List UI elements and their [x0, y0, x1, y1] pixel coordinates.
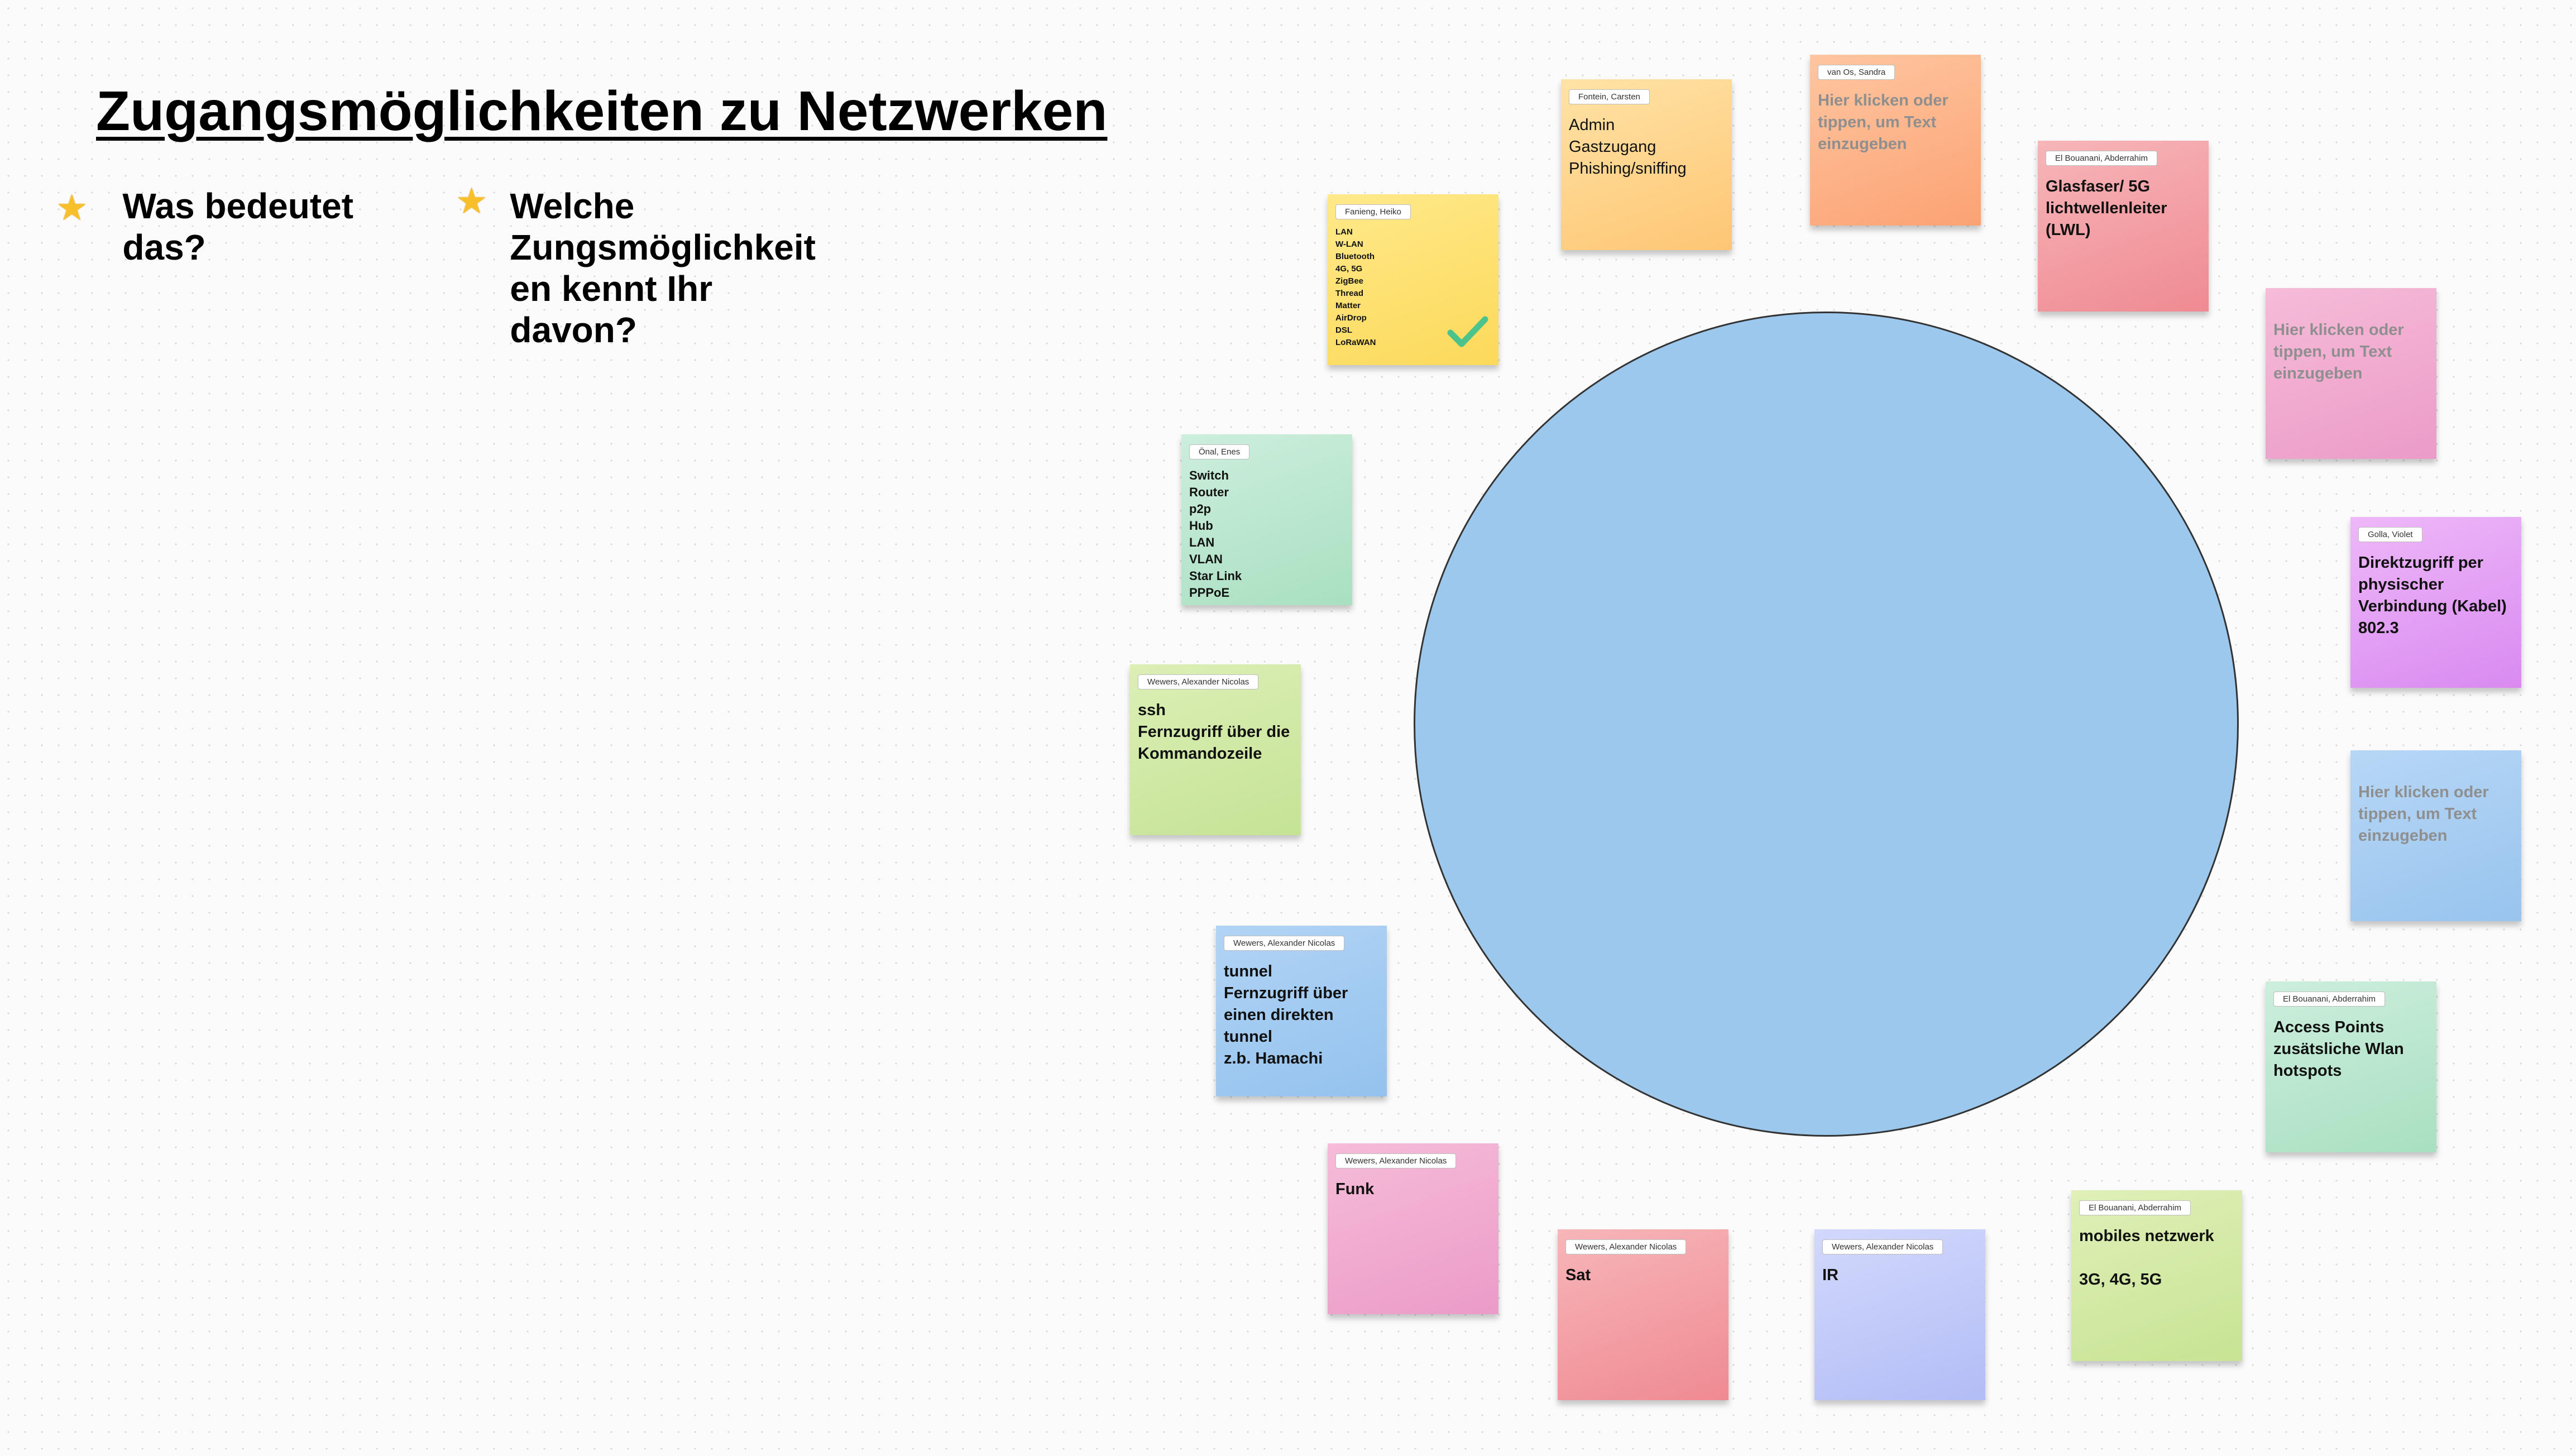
sticky-note-tunnel[interactable]: Wewers, Alexander Nicolas tunnel Fernzug…: [1216, 926, 1387, 1096]
note-author-tag: Fontein, Carsten: [1569, 89, 1650, 104]
note-text: IR: [1822, 1266, 1838, 1284]
sticky-note-empty-blue[interactable]: Hier klicken oder tippen, um Text einzug…: [2350, 750, 2521, 921]
sticky-note-fontein[interactable]: Fontein, Carsten Admin Gastzugang Phishi…: [1561, 79, 1732, 250]
star-icon: ★: [456, 181, 488, 221]
note-author-tag: Wewers, Alexander Nicolas: [1224, 936, 1345, 951]
note-text: Sat: [1565, 1266, 1591, 1284]
note-placeholder: Hier klicken oder tippen, um Text einzug…: [2358, 783, 2489, 845]
note-placeholder: Hier klicken oder tippen, um Text einzug…: [1818, 92, 1948, 153]
sticky-note-oenal[interactable]: Önal, Enes Switch Router p2p Hub LAN VLA…: [1181, 434, 1352, 605]
sticky-note-vanos[interactable]: van Os, Sandra Hier klicken oder tippen,…: [1810, 55, 1981, 226]
note-author-tag: El Bouanani, Abderrahim: [2046, 151, 2157, 166]
question-2[interactable]: ★ Welche Zungsmöglichkeit en kennt Ihr d…: [456, 181, 816, 351]
sticky-note-fanieng[interactable]: Fanieng, Heiko LAN W-LAN Bluetooth 4G, 5…: [1328, 194, 1498, 365]
checkmark-icon: [1447, 316, 1488, 347]
note-author-tag: Wewers, Alexander Nicolas: [1822, 1239, 1943, 1254]
note-author-tag: Wewers, Alexander Nicolas: [1335, 1153, 1457, 1168]
note-author-tag: El Bouanani, Abderrahim: [2273, 992, 2385, 1007]
question-1[interactable]: ★ Was bedeutet das?: [56, 185, 353, 268]
board-title: Zugangsmöglichkeiten zu Netzwerken: [96, 80, 1108, 142]
note-text: Admin Gastzugang Phishing/sniffing: [1569, 116, 1687, 178]
note-text: Direktzugriff per physischer Verbindung …: [2358, 554, 2507, 637]
note-text: Glasfaser/ 5G lichtwellenleiter (LWL): [2046, 178, 2167, 239]
note-text: LAN W-LAN Bluetooth 4G, 5G ZigBee Thread…: [1335, 227, 1376, 347]
sticky-note-golla[interactable]: Golla, Violet Direktzugriff per physisch…: [2350, 517, 2521, 688]
note-author-tag: Wewers, Alexander Nicolas: [1565, 1239, 1687, 1254]
sticky-note-lwl[interactable]: El Bouanani, Abderrahim Glasfaser/ 5G li…: [2038, 141, 2209, 312]
sticky-note-mobiles-netzwerk[interactable]: El Bouanani, Abderrahim mobiles netzwerk…: [2071, 1190, 2242, 1361]
note-author-tag: Önal, Enes: [1189, 444, 1250, 459]
note-author-tag: El Bouanani, Abderrahim: [2079, 1200, 2191, 1215]
sticky-note-sat[interactable]: Wewers, Alexander Nicolas Sat: [1558, 1229, 1728, 1400]
note-text: Funk: [1335, 1180, 1375, 1198]
center-circle[interactable]: [1414, 312, 2239, 1137]
sticky-note-funk[interactable]: Wewers, Alexander Nicolas Funk: [1328, 1143, 1498, 1314]
question-1-text: Was bedeutet das?: [122, 186, 354, 267]
star-icon: ★: [56, 188, 88, 228]
sticky-note-ir[interactable]: Wewers, Alexander Nicolas IR: [1814, 1229, 1985, 1400]
note-author-tag: van Os, Sandra: [1818, 65, 1895, 80]
question-2-text: Welche Zungsmöglichkeit en kennt Ihr dav…: [510, 186, 816, 350]
note-text: mobiles netzwerk 3G, 4G, 5G: [2079, 1227, 2214, 1289]
sticky-note-empty-pink[interactable]: Hier klicken oder tippen, um Text einzug…: [2266, 288, 2436, 459]
sticky-note-ssh[interactable]: Wewers, Alexander Nicolas ssh Fernzugrif…: [1130, 664, 1301, 835]
note-author-tag: Wewers, Alexander Nicolas: [1138, 674, 1259, 689]
sticky-note-access-points[interactable]: El Bouanani, Abderrahim Access Points zu…: [2266, 981, 2436, 1152]
note-placeholder: Hier klicken oder tippen, um Text einzug…: [2273, 321, 2404, 382]
note-text: Access Points zusätsliche Wlan hotspots: [2273, 1018, 2404, 1080]
note-text: Switch Router p2p Hub LAN VLAN Star Link…: [1189, 468, 1242, 600]
note-author-tag: Golla, Violet: [2358, 527, 2422, 542]
note-text: ssh Fernzugriff über die Kommandozeile: [1138, 701, 1290, 763]
note-author-tag: Fanieng, Heiko: [1335, 204, 1411, 219]
note-text: tunnel Fernzugriff über einen direkten t…: [1224, 962, 1348, 1067]
